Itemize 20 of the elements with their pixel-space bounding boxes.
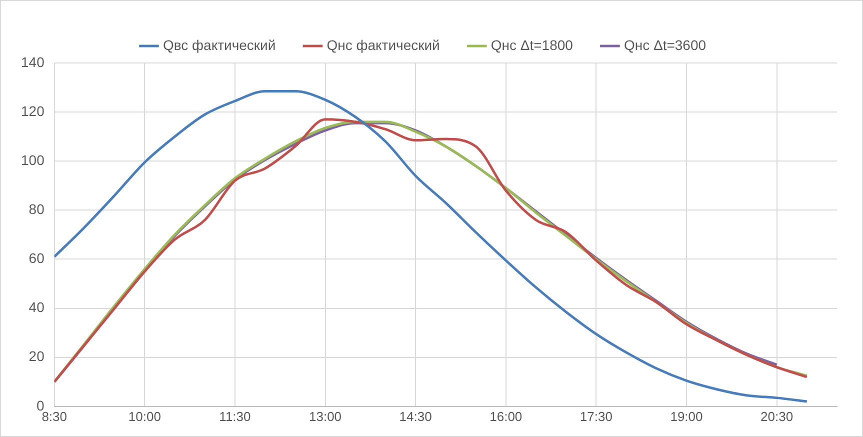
x-tick-label: 17:30 bbox=[580, 408, 612, 424]
x-tick-label: 13:00 bbox=[309, 408, 342, 424]
y-tick-label: 80 bbox=[28, 201, 45, 218]
x-tick-label: 16:00 bbox=[490, 408, 522, 424]
x-tick-label: 20:30 bbox=[760, 408, 794, 424]
legend-label: Qнс Δt=1800 bbox=[490, 36, 574, 53]
y-tick-label: 100 bbox=[21, 152, 45, 168]
y-tick-label: 40 bbox=[28, 299, 45, 316]
line-series bbox=[54, 90, 808, 403]
x-tick-label: 11:30 bbox=[219, 408, 251, 424]
legend-label: Qнс фактический bbox=[326, 36, 440, 53]
y-tick-label: 60 bbox=[28, 250, 45, 266]
x-tick-label: 19:00 bbox=[670, 408, 703, 424]
y-tick-label: 140 bbox=[21, 54, 45, 70]
y-tick-label: 120 bbox=[21, 102, 45, 119]
x-tick-label: 10:00 bbox=[128, 408, 161, 424]
legend-label: Qнс Δt=3600 bbox=[624, 36, 706, 53]
y-tick-label: 20 bbox=[28, 348, 45, 364]
x-tick-label: 14:30 bbox=[399, 408, 432, 424]
legend-label: Qвс фактический bbox=[162, 36, 276, 53]
